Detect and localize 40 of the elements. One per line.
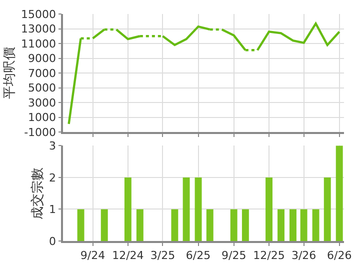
- y-tick-label: -1000: [24, 126, 56, 139]
- y-tick-label: 0: [49, 234, 56, 248]
- bar: [194, 177, 202, 241]
- y-tick-label: 13000: [21, 22, 56, 36]
- bar: [312, 209, 320, 241]
- y-axis-title: 成交宗數: [30, 167, 46, 220]
- bar: [278, 209, 284, 241]
- bar: [324, 177, 331, 241]
- bar: [336, 146, 343, 241]
- bar: [206, 209, 214, 241]
- y-tick-label: 3: [49, 140, 56, 153]
- bar: [77, 209, 84, 241]
- y-axis-title: 平均呎價: [2, 47, 18, 100]
- bar: [290, 209, 296, 241]
- bar: [300, 209, 308, 241]
- x-tick-label: 6/25: [186, 248, 211, 262]
- bar: [242, 209, 249, 241]
- y-tick-label: 11000: [21, 37, 56, 50]
- y-tick-label: 5000: [28, 82, 56, 95]
- y-tick-label: 7000: [28, 66, 56, 80]
- y-tick-label: 2: [49, 171, 56, 184]
- y-tick-label: 1: [49, 203, 56, 216]
- bar: [136, 209, 144, 241]
- y-tick-label: 1000: [28, 111, 56, 124]
- x-tick-label: 3/25: [150, 248, 176, 262]
- y-tick-label: 9000: [28, 52, 56, 66]
- x-tick-label: 9/24: [80, 248, 106, 262]
- x-tick-label: 9/25: [221, 248, 246, 262]
- bar: [124, 177, 132, 241]
- x-tick-label: 12/25: [253, 248, 285, 262]
- x-tick-label: 12/24: [112, 248, 144, 262]
- bar: [182, 177, 190, 241]
- bar: [100, 209, 108, 241]
- y-tick-label: 3000: [28, 96, 56, 110]
- x-tick-label: 3/26: [291, 248, 316, 262]
- bar: [266, 177, 272, 241]
- y-tick-label: 15000: [21, 8, 56, 21]
- x-tick-label: 6/26: [327, 248, 352, 262]
- bar: [230, 209, 238, 241]
- bar: [171, 209, 178, 241]
